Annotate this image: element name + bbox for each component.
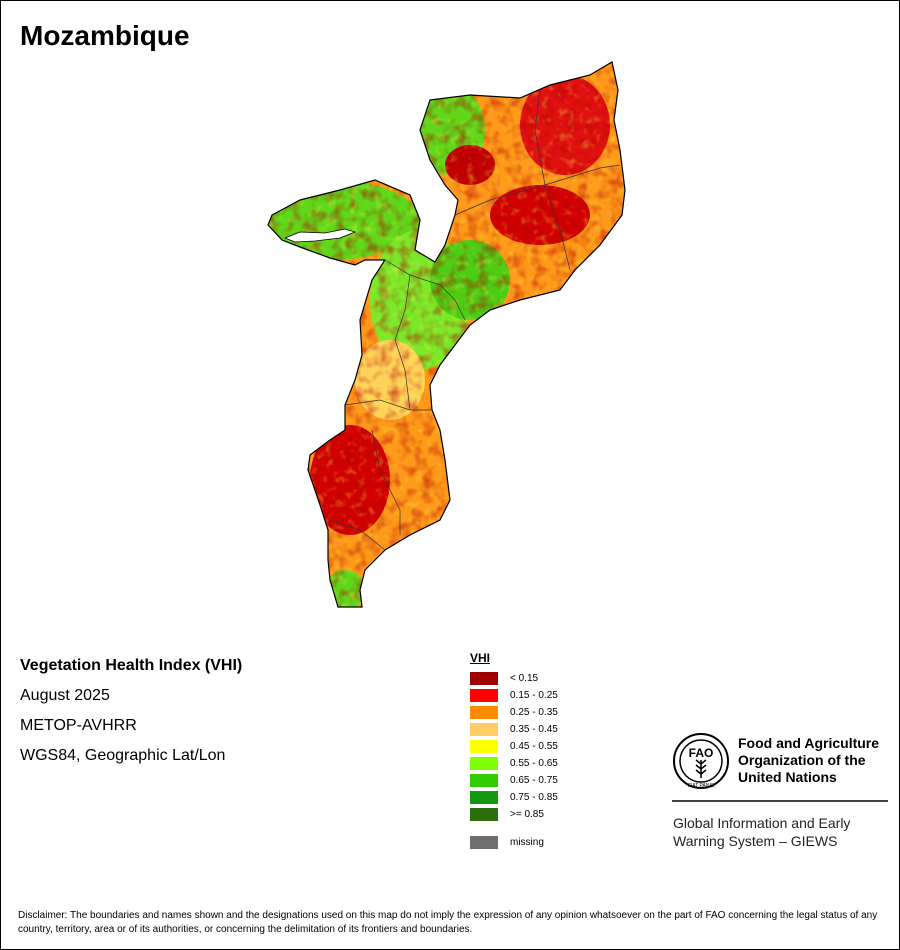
country-border xyxy=(267,61,626,608)
legend-label: 0.15 - 0.25 xyxy=(510,690,558,701)
vhi-map xyxy=(267,61,626,608)
disclaimer: Disclaimer: The boundaries and names sho… xyxy=(18,910,878,935)
legend-label: missing xyxy=(510,837,544,848)
legend-swatch xyxy=(470,689,498,702)
map-date: August 2025 xyxy=(20,687,110,704)
legend-item: 0.25 - 0.35 xyxy=(470,706,558,719)
lake-cahora-bassa xyxy=(283,228,357,243)
projection-info: WGS84, Geographic Lat/Lon xyxy=(20,747,226,764)
legend-item: 0.55 - 0.65 xyxy=(470,757,558,770)
product-name: Vegetation Health Index (VHI) xyxy=(20,657,243,674)
map-title: Mozambique xyxy=(20,20,190,51)
legend-swatch xyxy=(470,672,498,685)
legend-label: 0.45 - 0.55 xyxy=(510,741,558,752)
legend-item: < 0.15 xyxy=(470,672,538,685)
giews-name: Global Information and Early Warning Sys… xyxy=(673,815,851,849)
legend-swatch xyxy=(470,836,498,849)
legend-title: VHI xyxy=(470,651,491,665)
legend-swatch xyxy=(470,706,498,719)
fao-logo-motto: FIAT PANIS xyxy=(688,783,715,789)
legend-item: 0.75 - 0.85 xyxy=(470,791,558,804)
fao-wheat-emblem-icon: FAO FIAT PANIS xyxy=(673,733,729,789)
legend-label: >= 0.85 xyxy=(510,809,544,820)
legend-item: >= 0.85 xyxy=(470,808,544,821)
legend-swatch xyxy=(470,740,498,753)
fao-logo-letters: FAO xyxy=(689,746,714,760)
legend-swatch xyxy=(470,723,498,736)
legend-label: 0.25 - 0.35 xyxy=(510,707,558,718)
legend-swatch xyxy=(470,791,498,804)
legend-label: 0.35 - 0.45 xyxy=(510,724,558,735)
legend-item: 0.45 - 0.55 xyxy=(470,740,558,753)
legend-item: missing xyxy=(470,836,544,849)
legend-label: 0.75 - 0.85 xyxy=(510,792,558,803)
legend-label: < 0.15 xyxy=(510,673,539,684)
legend-item: 0.15 - 0.25 xyxy=(470,689,558,702)
legend-swatch xyxy=(470,757,498,770)
legend-label: 0.65 - 0.75 xyxy=(510,775,558,786)
legend-item: 0.65 - 0.75 xyxy=(470,774,558,787)
province-borders xyxy=(329,89,621,551)
sensor-name: METOP-AVHRR xyxy=(20,717,137,734)
legend-swatch xyxy=(470,774,498,787)
vhi-texture-yellow xyxy=(268,62,625,607)
legend-swatch xyxy=(470,808,498,821)
organization-name: Food and Agriculture Organization of the… xyxy=(738,735,880,785)
legend-item: 0.35 - 0.45 xyxy=(470,723,558,736)
legend-label: 0.55 - 0.65 xyxy=(510,758,558,769)
logo-divider xyxy=(672,800,888,802)
